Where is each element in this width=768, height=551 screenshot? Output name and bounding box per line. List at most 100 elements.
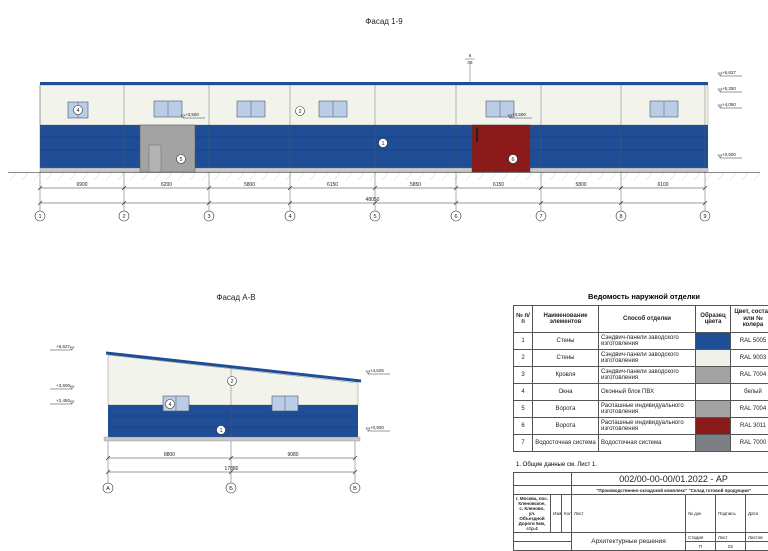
level-label: +3,500 <box>185 112 199 117</box>
level-mark <box>70 386 74 389</box>
marker-label: 5 <box>179 157 182 163</box>
axis-label: 8 <box>619 214 622 220</box>
marker-label: 1 <box>381 141 384 147</box>
row-swatch <box>696 350 731 367</box>
hatch <box>610 173 616 180</box>
marker-label: 2 <box>230 379 233 385</box>
hatch <box>670 173 676 180</box>
hatch <box>286 173 292 180</box>
hatch <box>598 173 604 180</box>
hatch <box>94 173 100 180</box>
project: "Производственно-складской комплекс" "Ск… <box>572 486 768 495</box>
title-block: 002/00-00-00/01.2022 - АР "Производствен… <box>513 472 768 551</box>
level-mark <box>70 347 74 350</box>
door-grey <box>149 145 161 172</box>
row-color: RAL 7004 <box>731 367 768 384</box>
hatch <box>238 173 244 180</box>
row-color: RAL 5005 <box>731 333 768 350</box>
hatch <box>682 173 688 180</box>
hatch <box>490 173 496 180</box>
hatch <box>730 173 736 180</box>
row-swatch <box>696 333 731 350</box>
row-method: Сэндвич-панели заводского изготовления <box>599 350 696 367</box>
level-label: +0,500 <box>722 152 736 157</box>
blank <box>514 542 572 551</box>
dimension: 5800 <box>244 182 255 188</box>
row-method: Распашные индивидуального изготовления <box>599 401 696 418</box>
dimension: 6150 <box>493 182 504 188</box>
hatch <box>322 173 328 180</box>
row-number: 1 <box>514 333 533 350</box>
hatch <box>394 173 400 180</box>
hatch <box>346 173 352 180</box>
hatch <box>46 173 52 180</box>
axis-label: 1 <box>38 214 41 220</box>
wall-upper <box>40 85 708 125</box>
hatch <box>718 173 724 180</box>
note: 1. Общие данные см. Лист 1. <box>516 462 597 468</box>
row-element: Ворота <box>533 401 599 418</box>
dimension-total: 48050 <box>366 197 380 203</box>
stage-header: Лист <box>716 533 746 542</box>
hatch <box>562 173 568 180</box>
header-cell: Цвет, состав или № колера <box>731 306 768 333</box>
header-cell: Наименование элементов <box>533 306 599 333</box>
hatch <box>106 173 112 180</box>
stage-header: Стадия <box>686 533 716 542</box>
row-element: Стены <box>533 350 599 367</box>
hatch <box>382 173 388 180</box>
hatch <box>502 173 508 180</box>
row-element: Окна <box>533 384 599 401</box>
hatch <box>430 173 436 180</box>
dimension: 6100 <box>657 182 668 188</box>
hatch <box>310 173 316 180</box>
blank <box>514 486 572 495</box>
axis-label: 4 <box>288 214 291 220</box>
marker-label: 6 <box>511 157 514 163</box>
row-number: 3 <box>514 367 533 384</box>
dimension: 5850 <box>410 182 421 188</box>
row-method: Сэндвич-панели заводского изготовления <box>599 333 696 350</box>
row-element: Водосточная система <box>533 435 599 452</box>
axis-label: 5 <box>373 214 376 220</box>
hatch <box>166 173 172 180</box>
level-label: +3,600 <box>56 383 70 388</box>
hatch <box>118 173 124 180</box>
level-label: +2,450 <box>56 398 70 403</box>
hatch <box>154 173 160 180</box>
address: г. Москва, пос. Кленовское, с. Кленово, … <box>514 495 551 533</box>
row-color: RAL 9003 <box>731 350 768 367</box>
hatch <box>442 173 448 180</box>
row-color: белый <box>731 384 768 401</box>
wall-lower <box>108 405 358 437</box>
stamp-column: Кол.уч <box>562 495 572 533</box>
header-cell: Способ отделки <box>599 306 696 333</box>
row-swatch <box>696 418 731 435</box>
level-label: +4,625 <box>370 368 384 373</box>
row-color: RAL 3011 <box>731 418 768 435</box>
blank <box>514 473 572 486</box>
axis-label: А <box>106 486 110 492</box>
row-element: Кровля <box>533 367 599 384</box>
stamp-column: Подпись <box>716 495 746 533</box>
header-cell: № п/п <box>514 306 533 333</box>
dimension: 8800 <box>164 452 175 458</box>
callout-sheet: 08 <box>467 60 473 65</box>
stage-header: Листов <box>746 533 768 542</box>
hatch <box>622 173 628 180</box>
row-method: Оконный блок ПВХ <box>599 384 696 401</box>
facade-title: Фасад А-В <box>216 293 255 302</box>
callout-num: 6 <box>469 53 472 58</box>
row-number: 5 <box>514 401 533 418</box>
level-label: +6,627 <box>722 70 736 75</box>
columns-row: г. Москва, пос. Кленовское, с. Кленово, … <box>514 495 768 533</box>
row-number: 7 <box>514 435 533 452</box>
hatch <box>226 173 232 180</box>
level-label: +4,050 <box>722 102 736 107</box>
hatch <box>706 173 712 180</box>
hatch <box>454 173 460 180</box>
